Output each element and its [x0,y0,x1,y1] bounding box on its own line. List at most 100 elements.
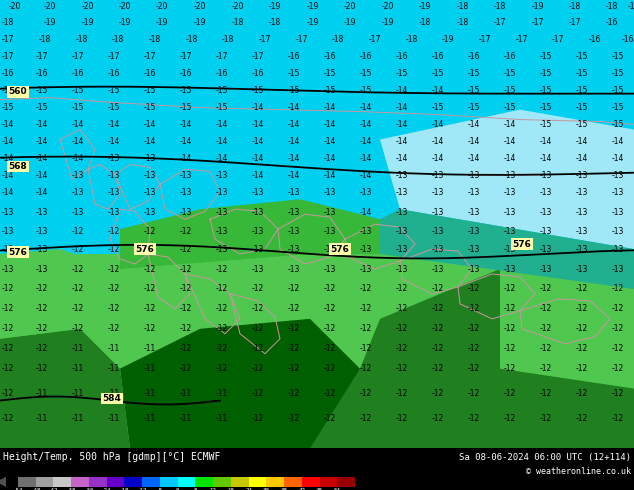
Text: -18: -18 [186,35,198,45]
Text: -14: -14 [612,154,624,163]
Text: -12: -12 [36,344,48,353]
Bar [231,477,249,487]
Text: -15: -15 [216,86,228,95]
Text: -12: -12 [468,344,480,353]
Text: Sa 08-06-2024 06:00 UTC (12+114): Sa 08-06-2024 06:00 UTC (12+114) [459,453,631,462]
Text: -18: -18 [569,2,581,11]
Text: -12: -12 [252,324,264,333]
Text: -15: -15 [36,86,48,95]
Text: -13: -13 [432,245,444,254]
Text: -16: -16 [144,69,156,78]
Text: -14: -14 [72,137,84,146]
Text: -12: -12 [180,304,192,314]
Text: -13: -13 [540,265,552,273]
Text: -12: -12 [540,324,552,333]
Text: -16: -16 [324,52,336,61]
Text: -14: -14 [540,154,552,163]
Text: -12: -12 [360,414,372,423]
Text: -19: -19 [307,19,319,27]
Text: -12: -12 [324,364,336,373]
Text: -19: -19 [194,19,206,27]
Text: -18: -18 [457,2,469,11]
Text: -15: -15 [144,86,156,95]
Text: -12: -12 [360,304,372,314]
Text: -14: -14 [468,120,480,129]
Text: -20: -20 [382,2,394,11]
Bar [178,477,195,487]
Text: -13: -13 [576,245,588,254]
Text: -13: -13 [576,265,588,273]
Text: -14: -14 [2,154,14,163]
Text: -18: -18 [419,19,431,27]
Text: -14: -14 [252,154,264,163]
Text: -13: -13 [252,265,264,273]
Text: -12: -12 [288,344,300,353]
Text: -12: -12 [540,344,552,353]
Text: -11: -11 [36,414,48,423]
Text: -19: -19 [44,19,56,27]
Text: -15: -15 [612,86,624,95]
Text: -14: -14 [288,137,300,146]
Text: -13: -13 [432,265,444,273]
Text: -13: -13 [180,188,192,197]
Text: -13: -13 [252,245,264,254]
Text: -14: -14 [36,137,48,146]
Text: -20: -20 [232,2,244,11]
Text: -13: -13 [396,245,408,254]
Text: -42: -42 [48,488,59,490]
Text: -14: -14 [72,154,84,163]
Text: -12: -12 [468,364,480,373]
Text: -15: -15 [540,69,552,78]
Text: -13: -13 [360,188,372,197]
Text: -12: -12 [288,364,300,373]
Text: -13: -13 [612,227,624,236]
Text: 48: 48 [316,488,323,490]
Text: -12: -12 [288,324,300,333]
Text: -20: -20 [344,2,356,11]
Text: -14: -14 [468,154,480,163]
Text: -16: -16 [36,69,48,78]
Text: -11: -11 [216,414,228,423]
Text: -14: -14 [396,103,408,112]
Text: -16: -16 [622,35,634,45]
Text: -14: -14 [36,120,48,129]
Text: -14: -14 [432,120,444,129]
Text: -19: -19 [82,19,94,27]
Text: -12: -12 [216,265,228,273]
Text: -12: -12 [504,344,516,353]
Text: -12: -12 [180,344,192,353]
Text: -12: -12 [2,284,14,294]
Text: -14: -14 [252,171,264,180]
Text: -13: -13 [504,265,516,273]
Text: -11: -11 [180,389,192,398]
Text: -14: -14 [216,120,228,129]
Text: -18: -18 [457,19,469,27]
Text: -13: -13 [252,208,264,217]
Text: -15: -15 [36,103,48,112]
Text: -18: -18 [606,2,618,11]
Text: -12: -12 [252,414,264,423]
Text: -12: -12 [216,324,228,333]
Text: -14: -14 [360,120,372,129]
Text: -14: -14 [360,171,372,180]
Bar [36,477,53,487]
Text: -12: -12 [324,414,336,423]
Text: -14: -14 [396,154,408,163]
Text: -13: -13 [144,188,156,197]
Text: -17: -17 [180,52,192,61]
Text: -13: -13 [432,188,444,197]
Text: -14: -14 [324,154,336,163]
Text: -12: -12 [144,265,156,273]
Text: -17: -17 [108,52,120,61]
Text: -18: -18 [76,35,88,45]
Text: -13: -13 [36,208,48,217]
Text: -13: -13 [468,188,480,197]
Text: -12: -12 [108,245,120,254]
Text: -12: -12 [288,414,300,423]
Text: -15: -15 [72,103,84,112]
Text: -12: -12 [540,364,552,373]
Text: -15: -15 [540,120,552,129]
Text: -12: -12 [144,284,156,294]
Text: -17: -17 [628,2,634,11]
Text: -15: -15 [2,103,14,112]
